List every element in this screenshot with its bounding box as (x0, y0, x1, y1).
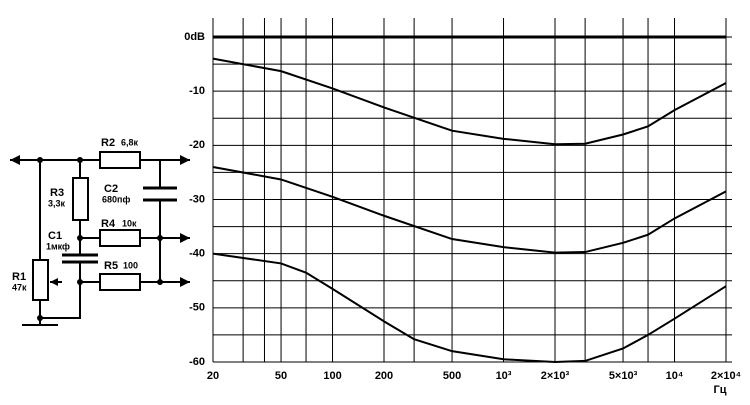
x-tick-label: 10³ (496, 370, 512, 382)
resistor (32, 259, 49, 301)
label: R4 (101, 218, 116, 230)
resistor (99, 229, 141, 247)
y-tick-label: 0dB (184, 31, 205, 43)
x-tick-label: 50 (275, 370, 287, 382)
label: 3,3к (48, 198, 66, 208)
circuit: R2 6,8к R3 3,3к C2 680пф C1 1мкф R4 10к … (10, 137, 190, 326)
curve (212, 57, 727, 146)
resistor (72, 177, 89, 221)
nodes (37, 157, 163, 321)
wires (10, 159, 190, 319)
label: R5 (104, 260, 118, 272)
curve (212, 166, 727, 254)
y-tick-label: -50 (189, 302, 205, 314)
x-tick-label: 10⁴ (666, 370, 684, 382)
resistor (99, 273, 141, 291)
label: C1 (48, 230, 62, 242)
y-tick-label: -10 (189, 85, 205, 97)
x-axis-label: Гц (714, 384, 727, 396)
y-tick-label: -20 (189, 139, 205, 151)
label: R2 (101, 137, 115, 149)
label: 6,8к (121, 137, 139, 147)
curve (212, 252, 727, 364)
x-tick-label: 100 (323, 370, 341, 382)
y-tick-label: -30 (189, 193, 205, 205)
label: 100 (123, 260, 138, 270)
resistor (99, 151, 141, 169)
y-tick-label: -40 (189, 248, 205, 260)
label: 10к (122, 218, 137, 228)
y-tick-label: -60 (189, 356, 205, 368)
x-tick-label: 2×10³ (541, 370, 570, 382)
x-tick-label: 5×10³ (609, 370, 638, 382)
label: 1мкф (46, 241, 70, 251)
label: 47к (12, 282, 27, 292)
label: C2 (104, 183, 118, 195)
x-tick-label: 200 (375, 370, 393, 382)
x-tick-label: 2×10⁴ (711, 370, 741, 382)
label: R1 (12, 271, 26, 283)
label: R3 (50, 187, 64, 199)
arrows (10, 155, 190, 287)
x-tick-label: 20 (207, 370, 219, 382)
capacitors (62, 186, 177, 264)
x-tick-label: 500 (443, 370, 461, 382)
label: 680пф (102, 194, 130, 204)
